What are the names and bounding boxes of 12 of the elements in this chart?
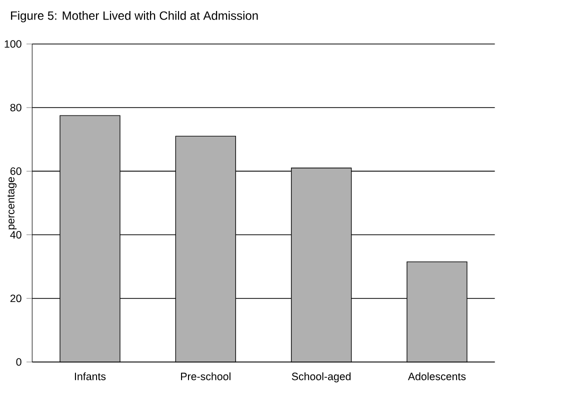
y-tick-label: 0 xyxy=(16,358,22,366)
x-tick-label: Adolescents xyxy=(408,372,466,380)
x-tick-label: Pre-school xyxy=(181,372,230,380)
y-tick-label: 100 xyxy=(4,40,22,48)
y-tick-label: 80 xyxy=(10,104,22,112)
chart-title: Figure 5: Mother Lived with Child at Admission xyxy=(11,11,258,22)
y-tick-label: 60 xyxy=(10,167,22,175)
x-tick-label: Infants xyxy=(74,372,106,380)
x-tick-label: School-aged xyxy=(292,372,351,382)
y-tick-label: 40 xyxy=(10,231,22,239)
y-axis-title: percentage xyxy=(7,177,17,230)
y-tick-label: 20 xyxy=(10,294,22,302)
